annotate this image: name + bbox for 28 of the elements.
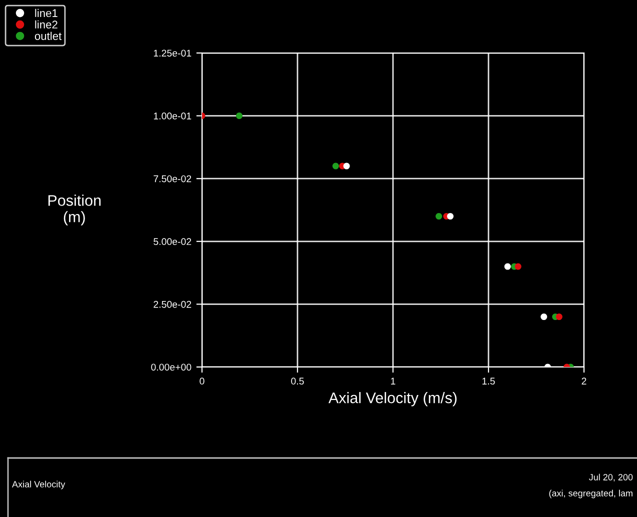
point: [236, 112, 242, 120]
y-tick-label: 5.00e-02: [154, 238, 192, 246]
x-tick-label: 2: [582, 378, 586, 384]
point: [514, 263, 522, 270]
legend-label: outlet: [34, 32, 62, 40]
x-axis-title: Axial Velocity (m/s): [328, 392, 457, 406]
legend-label: line1: [35, 8, 58, 18]
legend-label: line2: [35, 20, 58, 29]
y-tick-label: 2.50e-02: [154, 300, 192, 308]
text: (axi, segregated, lam: [549, 490, 632, 498]
y-tick-label: 7.50e-02: [154, 175, 192, 182]
x-tick-label: 0.5: [291, 378, 304, 385]
y-tick-label: 1.25e-01: [154, 50, 192, 57]
y-tick-label: 1.00e-01: [154, 112, 192, 120]
point: [343, 162, 350, 170]
point: [332, 162, 339, 170]
x-tick-label: 0: [200, 378, 204, 385]
x-tick-label: 1: [391, 378, 396, 384]
point: [540, 314, 548, 320]
x-tick-label: 1.5: [482, 378, 495, 385]
y-axis-title: Position (m): [48, 194, 101, 226]
point: [504, 263, 511, 270]
point: [447, 213, 454, 220]
point: [436, 213, 442, 220]
point: [556, 314, 562, 320]
text: Jul 20, 200: [588, 474, 633, 482]
y-tick-label: 0.00e+00: [151, 364, 192, 371]
text: Axial Velocity: [12, 480, 66, 490]
